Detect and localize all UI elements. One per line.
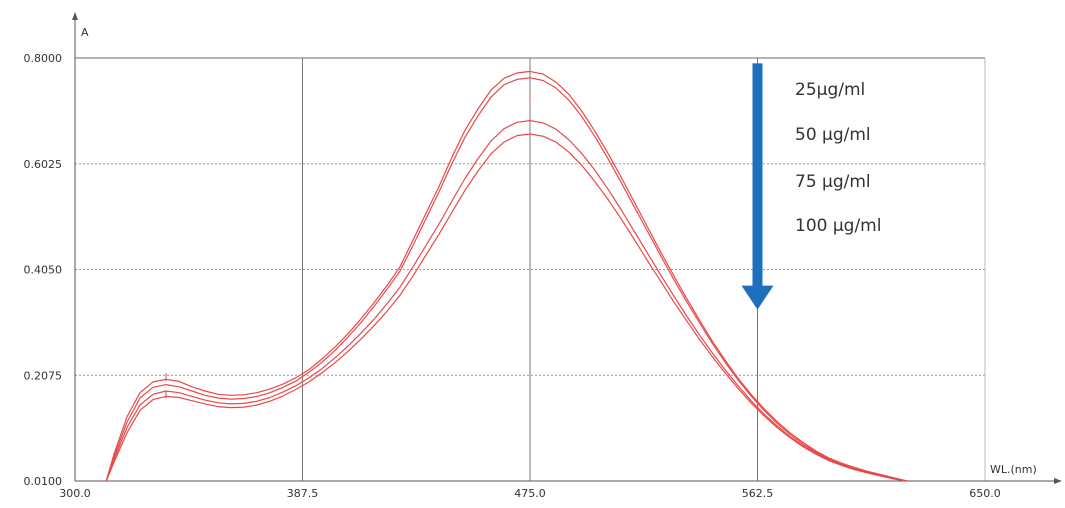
x-tick-label: 562.5: [742, 487, 774, 500]
axes: A WL.(nm): [72, 12, 1062, 484]
concentration-label: 50 µg/ml: [795, 125, 871, 145]
series-line: [105, 70, 908, 482]
series-lines: [105, 70, 908, 482]
y-tick-label: 0.2075: [24, 369, 63, 382]
y-tick-label: 0.8000: [24, 52, 63, 65]
series-line: [105, 77, 908, 482]
x-tick-label: 650.0: [969, 487, 1001, 500]
tick-labels: 0.0100 0.2075 0.4050 0.6025 0.8000 300.0 387.5…: [24, 52, 1001, 500]
concentration-label: 75 µg/ml: [795, 172, 871, 192]
series-line: [105, 120, 908, 482]
x-tick-label: 300.0: [59, 487, 91, 500]
series-line: [105, 133, 908, 482]
decrease-arrow: [741, 63, 774, 310]
y-axis-arrowhead: [72, 12, 78, 20]
concentration-label: 25µg/ml: [795, 80, 865, 100]
y-tick-label: 0.0100: [24, 475, 63, 488]
peak-markers: [165, 94, 531, 399]
x-axis-arrowhead: [1054, 478, 1062, 484]
y-axis-title: A: [81, 26, 89, 39]
concentration-labels: 25µg/ml 50 µg/ml 75 µg/ml 100 µg/ml: [795, 80, 881, 236]
x-tick-label: 475.0: [514, 487, 546, 500]
arrow-shaft: [752, 63, 763, 288]
arrow-head: [741, 285, 774, 310]
x-tick-label: 387.5: [287, 487, 319, 500]
y-tick-label: 0.4050: [24, 264, 63, 277]
y-tick-label: 0.6025: [24, 158, 63, 171]
x-axis-title: WL.(nm): [990, 463, 1037, 476]
concentration-label: 100 µg/ml: [795, 216, 881, 236]
